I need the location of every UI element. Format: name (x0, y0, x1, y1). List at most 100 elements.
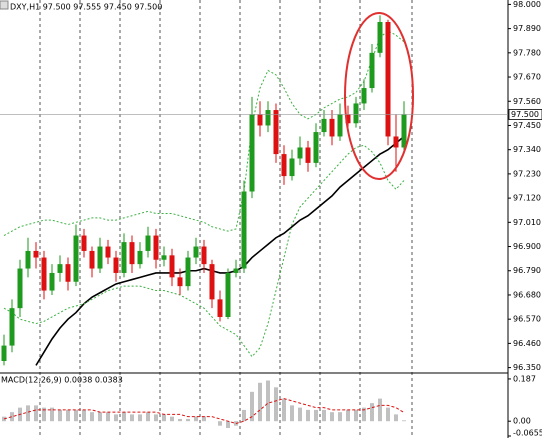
candle-body (281, 154, 287, 177)
y-tick-label: -0.0655 (513, 429, 542, 438)
macd-bar (154, 414, 158, 422)
macd-bar (322, 409, 326, 422)
candle-body (209, 264, 215, 300)
candle-body (33, 250, 39, 258)
macd-bar (362, 407, 366, 422)
macd-bar (218, 421, 222, 426)
y-tick-label: 0.187 (513, 374, 536, 383)
macd-bar (186, 418, 190, 422)
macd-bar (258, 382, 262, 422)
y-tick-label: 97.120 (513, 194, 541, 203)
candle-body (361, 88, 367, 104)
macd-bar (130, 414, 134, 422)
candle-body (265, 110, 271, 126)
candle-body (1, 345, 7, 361)
y-tick-label: 97.010 (513, 218, 541, 227)
symbol-icon (0, 0, 9, 10)
macd-bar (290, 405, 294, 422)
candle-body (9, 308, 15, 346)
y-tick-label: 97.670 (513, 73, 541, 82)
plot (1, 15, 407, 428)
macd-bar (346, 409, 350, 422)
candle-body (153, 235, 159, 260)
candle-body (81, 235, 87, 251)
y-tick-label: 96.460 (513, 339, 541, 348)
candle-body (97, 246, 103, 269)
macd-bar (34, 405, 38, 422)
y-tick-label: 97.890 (513, 24, 541, 33)
candle-body (329, 118, 335, 137)
candle-body (385, 22, 391, 137)
macd-bar (98, 412, 102, 422)
macd-bar (282, 398, 286, 422)
indicator-line (3, 30, 405, 236)
macd-bar (274, 387, 278, 422)
candle-body (89, 250, 95, 269)
candle-body (105, 246, 111, 258)
y-tick-label: 98.000 (513, 0, 541, 9)
indicator-line (3, 144, 405, 358)
macd-bar (122, 412, 126, 422)
y-tick-label: 96.900 (513, 242, 541, 251)
candle-body (313, 132, 319, 163)
candle-body (289, 158, 295, 177)
period-separators (39, 0, 413, 438)
candle-body (241, 191, 247, 269)
candle-body (345, 114, 351, 124)
candle-body (369, 52, 375, 89)
macd-bar (250, 391, 254, 422)
candle-body (377, 22, 383, 53)
y-tick-label: 97.450 (513, 121, 541, 130)
macd-bar (138, 414, 142, 422)
macd-bar (50, 407, 54, 422)
macd-bar (42, 407, 46, 422)
candle-body (121, 242, 127, 273)
candle-body (73, 235, 79, 282)
macd-bar (26, 405, 30, 422)
candle-body (49, 272, 55, 291)
macd-bar (114, 414, 118, 422)
macd-bar (306, 409, 310, 422)
candle-body (305, 147, 311, 163)
candle-body (177, 277, 183, 287)
macd-bar (90, 412, 94, 422)
candle-body (249, 114, 255, 192)
macd-bar (338, 412, 342, 422)
candle-body (113, 257, 119, 273)
candle-body (65, 264, 71, 282)
macd-bar (146, 412, 150, 422)
indicator-line (35, 135, 405, 366)
candle-body (353, 103, 359, 124)
candle-body (25, 250, 31, 269)
macd-bar (330, 412, 334, 422)
macd-bar (178, 418, 182, 422)
y-tick-label: 96.790 (513, 266, 541, 275)
last-price-label: 97.500 (511, 110, 539, 119)
candle-body (169, 255, 175, 278)
candle-body (233, 268, 239, 273)
y-tick-label: 96.680 (513, 290, 541, 299)
candle-body (41, 257, 47, 291)
macd-bar (202, 416, 206, 422)
macd-bar (402, 420, 406, 422)
candle-body (217, 299, 223, 317)
signal-line (3, 398, 405, 424)
y-tick-label: 96.570 (513, 315, 541, 324)
macd-bar (170, 416, 174, 422)
y-tick-label: 97.560 (513, 97, 541, 106)
macd-bar (74, 409, 78, 422)
macd-bar (298, 407, 302, 422)
candle-body (137, 250, 143, 265)
last-price-box (508, 109, 542, 120)
macd-bar (354, 409, 358, 422)
y-tick-label: 0.00 (513, 417, 531, 426)
macd-bar (394, 414, 398, 422)
macd-bar (386, 407, 390, 422)
macd-bar (314, 409, 318, 422)
chart-title: DXY,H1 97.500 97.555 97.450 97.500 (10, 3, 162, 12)
candle-body (145, 235, 151, 251)
candle-body (297, 147, 303, 159)
macd-bar (266, 380, 270, 422)
candle-body (321, 118, 327, 133)
